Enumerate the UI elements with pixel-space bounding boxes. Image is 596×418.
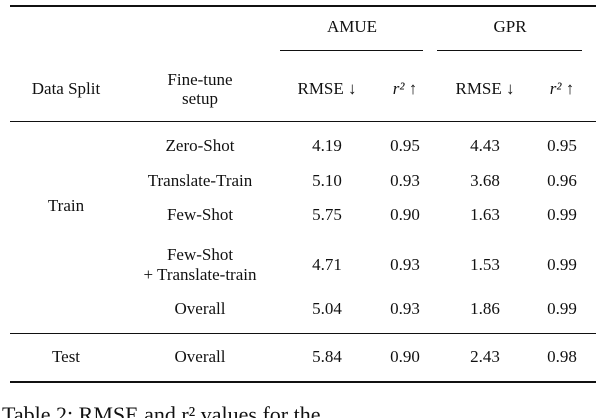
cell-value: 0.95 — [547, 136, 577, 155]
cell-value: 0.98 — [547, 347, 577, 366]
cell-value: 1.63 — [470, 205, 500, 224]
cell-value: 1.53 — [470, 255, 500, 274]
column-header: RMSE ↓ — [297, 79, 357, 98]
column-header: r² ↑ — [549, 79, 575, 98]
cell-value: 0.90 — [390, 347, 420, 366]
cell-value: 5.75 — [312, 205, 342, 224]
setup: Zero-Shot — [165, 136, 235, 155]
bottom-rule — [10, 381, 596, 383]
setup: Overall — [174, 299, 226, 318]
cell-value: 0.90 — [390, 205, 420, 224]
group-header: AMUE — [326, 17, 378, 36]
cell-value: 0.96 — [547, 171, 577, 190]
cell-value: 4.19 — [312, 136, 342, 155]
cell-value: 4.43 — [470, 136, 500, 155]
header-rule — [10, 121, 596, 122]
cell-value: 2.43 — [470, 347, 500, 366]
cell-value: 0.93 — [390, 171, 420, 190]
setup: Few-Shot — [166, 205, 234, 224]
setup: + Translate-train — [143, 265, 257, 284]
setup: Few-Shot — [166, 245, 234, 264]
cell-value: 0.99 — [547, 205, 577, 224]
setup: Overall — [174, 347, 226, 366]
column-header: Data Split — [31, 79, 101, 98]
cell-value: 0.95 — [390, 136, 420, 155]
setup: Translate-Train — [147, 171, 253, 190]
group-underline — [280, 50, 423, 51]
cell-value: 0.93 — [390, 299, 420, 318]
group-header: GPR — [493, 17, 527, 36]
cell-value: 5.10 — [312, 171, 342, 190]
caption: Table 2: RMSE and r² values for the — [2, 402, 321, 418]
column-header: Fine-tune — [167, 70, 233, 89]
cell-value: 0.99 — [547, 299, 577, 318]
section-rule — [10, 333, 596, 334]
cell-value: 0.99 — [547, 255, 577, 274]
cell-value: 5.04 — [312, 299, 342, 318]
cell-value: 5.84 — [312, 347, 342, 366]
data-split: Test — [51, 347, 81, 366]
cell-value: 3.68 — [470, 171, 500, 190]
group-underline — [437, 50, 582, 51]
column-header: RMSE ↓ — [455, 79, 515, 98]
top-rule — [10, 5, 596, 7]
column-header: r² ↑ — [392, 79, 418, 98]
cell-value: 0.93 — [390, 255, 420, 274]
column-header: setup — [182, 89, 218, 108]
cell-value: 4.71 — [312, 255, 342, 274]
cell-value: 1.86 — [470, 299, 500, 318]
data-split: Train — [47, 196, 85, 215]
